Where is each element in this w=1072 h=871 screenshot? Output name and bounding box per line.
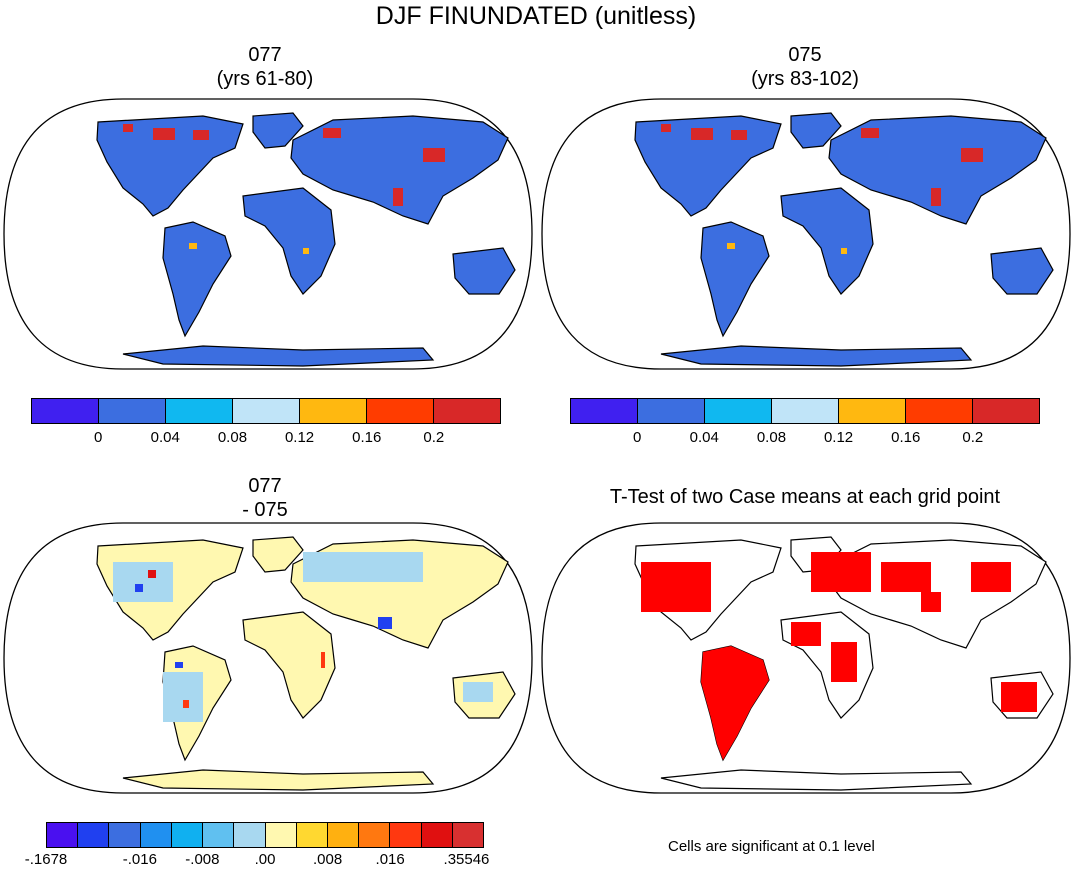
colorbar-swatch	[839, 399, 906, 423]
colorbar-swatch	[32, 399, 99, 423]
colorbar-swatch	[367, 399, 434, 423]
colorbar-swatch	[705, 399, 772, 423]
colorbar-bottom-left	[46, 822, 484, 848]
tick-label: -.008	[185, 851, 220, 868]
tick-label: 0.2	[423, 429, 445, 446]
tick-label: 0.04	[689, 429, 719, 446]
colorbar-ticks-top-right: 0 0.04 0.08 0.12 0.16 0.2	[570, 429, 1040, 449]
tick-label: 0.16	[352, 429, 382, 446]
map-top-left	[3, 98, 533, 370]
colorbar-swatch	[906, 399, 973, 423]
colorbar-swatch	[171, 823, 204, 847]
colorbar-swatch	[234, 823, 266, 847]
south-america	[700, 221, 770, 338]
antarctica	[122, 345, 435, 367]
tick-label: 0.2	[962, 429, 984, 446]
colorbar-ticks-bottom-left: -.1678 -.016 -.008 .00 .008 .016 .35546	[25, 851, 490, 871]
colorbar-swatch	[203, 823, 235, 847]
colorbar-swatch	[233, 399, 300, 423]
colorbar-top-right	[570, 398, 1040, 424]
colorbar-swatch	[140, 823, 172, 847]
hotspots	[661, 124, 983, 254]
colorbar-swatch	[99, 399, 166, 423]
greenland	[790, 112, 842, 149]
panel-title-bottom-left: 077 - 075	[150, 474, 380, 522]
greenland	[252, 536, 304, 573]
tick-label: -.016	[122, 851, 157, 868]
africa	[780, 187, 874, 295]
tick-label: -.1678	[24, 851, 68, 868]
tick-label: 0	[93, 429, 103, 446]
panel-title-line2: - 075	[242, 499, 288, 521]
tick-label: 0.08	[217, 429, 248, 446]
colorbar-swatch	[47, 823, 79, 847]
tick-label: 0.16	[891, 429, 921, 446]
colorbar-swatch	[166, 399, 233, 423]
colorbar-top-left	[31, 398, 501, 424]
antarctica	[660, 769, 973, 791]
panel-title-line1: 075	[788, 44, 822, 66]
colorbar-swatch	[772, 399, 839, 423]
north-america	[96, 115, 244, 217]
continents	[96, 112, 516, 367]
map-top-right	[541, 98, 1071, 370]
difference-patches	[113, 552, 493, 722]
colorbar-swatch	[973, 399, 1039, 423]
tick-label: 0.08	[756, 429, 787, 446]
tick-label: 0	[632, 429, 642, 446]
tick-label: 0.04	[150, 429, 180, 446]
panel-title-top-left: 077 (yrs 61-80)	[150, 43, 380, 91]
colorbar-swatch	[638, 399, 705, 423]
colorbar-swatch	[296, 823, 328, 847]
main-title: DJF FINUNDATED (unitless)	[375, 2, 697, 30]
significant-cells	[641, 552, 1037, 760]
colorbar-swatch	[300, 399, 367, 423]
tick-label: 0.12	[823, 429, 854, 446]
antarctica	[660, 345, 973, 367]
colorbar-swatch	[265, 823, 297, 847]
panel-title-bottom-right: T-Test of two Case means at each grid po…	[609, 486, 1001, 508]
hotspots	[123, 124, 445, 254]
colorbar-swatch	[571, 399, 638, 423]
colorbar-swatch	[390, 823, 422, 847]
greenland	[252, 112, 304, 149]
africa	[242, 611, 336, 719]
panel-title-line1: 077	[248, 44, 282, 66]
colorbar-swatch	[109, 823, 141, 847]
tick-label: .00	[254, 851, 276, 868]
significance-note: Cells are significant at 0.1 level	[668, 838, 875, 855]
eurasia	[290, 115, 509, 225]
colorbar-swatch	[421, 823, 453, 847]
australia	[990, 247, 1054, 295]
colorbar-swatch	[434, 399, 500, 423]
colorbar-swatch	[359, 823, 391, 847]
tick-label: .016	[375, 851, 405, 868]
map-bottom-left	[3, 522, 533, 794]
north-america	[634, 115, 782, 217]
continents	[634, 112, 1054, 367]
panel-title-line2: (yrs 61-80)	[216, 68, 314, 90]
panel-title-line2: (yrs 83-102)	[751, 68, 859, 90]
africa	[242, 187, 336, 295]
australia	[452, 247, 516, 295]
eurasia	[828, 115, 1047, 225]
tick-label: .008	[312, 851, 343, 868]
colorbar-swatch	[78, 823, 110, 847]
south-america	[162, 221, 232, 338]
tick-label: 0.12	[284, 429, 315, 446]
colorbar-ticks-top-left: 0 0.04 0.08 0.12 0.16 0.2	[31, 429, 501, 449]
tick-label: .35546	[443, 851, 490, 868]
panel-title-top-right: 075 (yrs 83-102)	[690, 43, 920, 91]
antarctica	[122, 769, 435, 791]
colorbar-swatch	[452, 823, 484, 847]
panel-title-line1: 077	[248, 475, 282, 497]
map-bottom-right	[541, 522, 1071, 794]
colorbar-swatch	[327, 823, 360, 847]
